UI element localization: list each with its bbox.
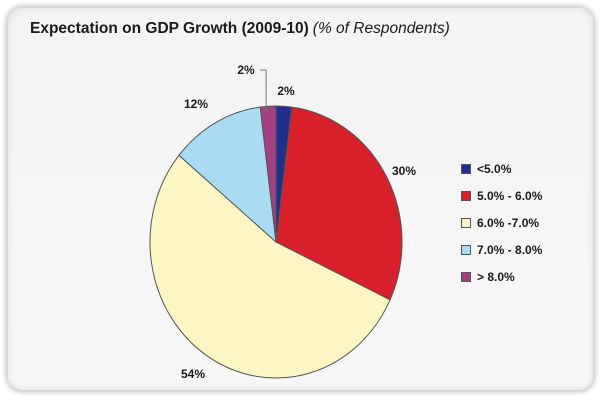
- legend-item: 6.0% -7.0%: [461, 209, 542, 236]
- legend-label: 7.0% - 8.0%: [477, 243, 542, 257]
- legend-swatch: [461, 218, 471, 228]
- legend-item: > 8.0%: [461, 263, 542, 290]
- legend-swatch: [461, 245, 471, 255]
- legend-swatch: [461, 191, 471, 201]
- legend-item: <5.0%: [461, 155, 542, 182]
- legend-item: 7.0% - 8.0%: [461, 236, 542, 263]
- legend-swatch: [461, 272, 471, 282]
- legend-item: 5.0% - 6.0%: [461, 182, 542, 209]
- slice-value-label: 30%: [392, 164, 416, 178]
- pie-slices: [150, 106, 402, 378]
- legend-swatch: [461, 164, 471, 174]
- slice-value-label: 12%: [184, 97, 208, 111]
- legend-label: 6.0% -7.0%: [477, 216, 539, 230]
- leader-line: [260, 70, 266, 112]
- legend: <5.0% 5.0% - 6.0% 6.0% -7.0% 7.0% - 8.0% > 8…: [461, 155, 542, 290]
- slice-value-label: 54%: [181, 367, 205, 381]
- label-leader-lines: [260, 70, 266, 112]
- legend-label: <5.0%: [477, 162, 511, 176]
- legend-label: 5.0% - 6.0%: [477, 189, 542, 203]
- slice-value-label: 2%: [277, 84, 295, 98]
- legend-label: > 8.0%: [477, 270, 515, 284]
- slice-value-label: 2%: [237, 63, 255, 77]
